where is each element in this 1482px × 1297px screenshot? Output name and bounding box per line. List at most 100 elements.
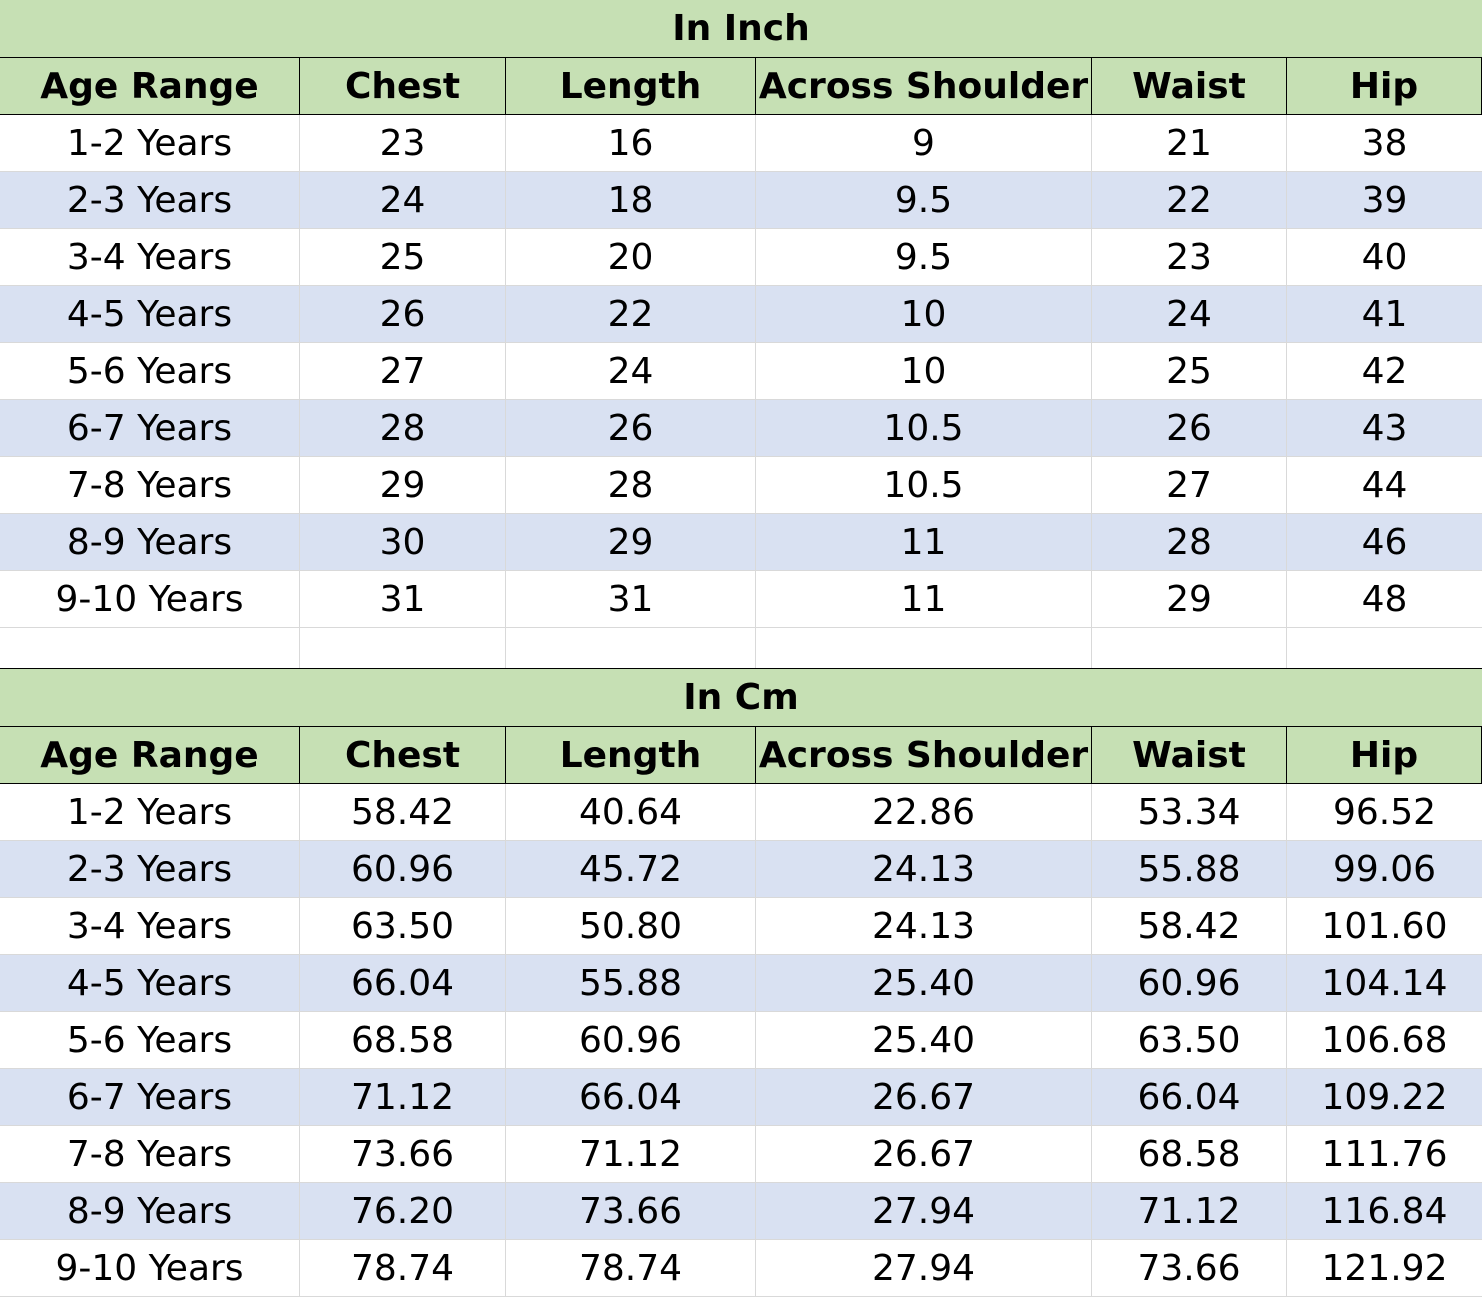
cell-hip: 43 xyxy=(1361,407,1408,449)
cell-hip: 111.76 xyxy=(1321,1133,1448,1175)
cell-age-range: 7-8 Years xyxy=(0,457,300,513)
column-header-hip: Hip xyxy=(1287,727,1482,783)
empty-cell xyxy=(0,628,300,668)
empty-cell xyxy=(1287,628,1482,668)
cell-length: 20 xyxy=(506,229,756,285)
cell-waist: 63.50 xyxy=(1092,1012,1287,1068)
column-header-hip: Hip xyxy=(1287,58,1482,114)
cell-across-shoulder: 25.40 xyxy=(756,955,1092,1011)
table-row: 2-3 Years 24 18 9.5 22 39 xyxy=(0,172,1482,229)
cell-length: 16 xyxy=(506,115,756,171)
cell-age-range: 2-3 Years xyxy=(0,172,300,228)
column-header-age-range: Age Range xyxy=(0,727,300,783)
empty-cell xyxy=(506,628,756,668)
table-row: 9-10 Years 78.74 78.74 27.94 73.66 121.92 xyxy=(0,1240,1482,1297)
table-row: 8-9 Years 30 29 11 28 46 xyxy=(0,514,1482,571)
cell-chest: 71.12 xyxy=(300,1069,506,1125)
cell-waist: 53.34 xyxy=(1092,784,1287,840)
cell-chest: 27 xyxy=(300,343,506,399)
table-row: 7-8 Years 73.66 71.12 26.67 68.58 111.76 xyxy=(0,1126,1482,1183)
cell-chest: 78.74 xyxy=(300,1240,506,1296)
cell-hip: 48 xyxy=(1361,578,1408,620)
cell-length: 73.66 xyxy=(506,1183,756,1239)
column-header-waist: Waist xyxy=(1092,727,1287,783)
cell-hip: 121.92 xyxy=(1321,1247,1448,1289)
column-header-age-range: Age Range xyxy=(0,58,300,114)
cell-age-range: 1-2 Years xyxy=(0,784,300,840)
table-row: 9-10 Years 31 31 11 29 48 xyxy=(0,571,1482,628)
cell-waist: 68.58 xyxy=(1092,1126,1287,1182)
cell-length: 60.96 xyxy=(506,1012,756,1068)
cell-across-shoulder: 24.13 xyxy=(756,898,1092,954)
table-row: 8-9 Years 76.20 73.66 27.94 71.12 116.84 xyxy=(0,1183,1482,1240)
cell-age-range: 1-2 Years xyxy=(0,115,300,171)
cell-chest: 63.50 xyxy=(300,898,506,954)
table-row: 1-2 Years 58.42 40.64 22.86 53.34 96.52 xyxy=(0,784,1482,841)
cell-length: 40.64 xyxy=(506,784,756,840)
cell-length: 26 xyxy=(506,400,756,456)
cell-chest: 30 xyxy=(300,514,506,570)
cell-waist: 55.88 xyxy=(1092,841,1287,897)
cell-age-range: 5-6 Years xyxy=(0,1012,300,1068)
table-row: 3-4 Years 25 20 9.5 23 40 xyxy=(0,229,1482,286)
cell-across-shoulder: 9.5 xyxy=(756,172,1092,228)
inch-table-header-row: Age Range Chest Length Across Shoulder W… xyxy=(0,58,1482,115)
cell-waist: 26 xyxy=(1092,400,1287,456)
cell-length: 45.72 xyxy=(506,841,756,897)
empty-cell xyxy=(300,628,506,668)
cell-waist: 22 xyxy=(1092,172,1287,228)
cell-across-shoulder: 10.5 xyxy=(756,457,1092,513)
cell-age-range: 6-7 Years xyxy=(0,1069,300,1125)
table-row: 6-7 Years 28 26 10.5 26 43 xyxy=(0,400,1482,457)
cm-size-table: In Cm Age Range Chest Length Across Shou… xyxy=(0,669,1482,1297)
cell-waist: 66.04 xyxy=(1092,1069,1287,1125)
column-header-chest: Chest xyxy=(300,58,506,114)
cell-age-range: 6-7 Years xyxy=(0,400,300,456)
cell-waist: 28 xyxy=(1092,514,1287,570)
column-header-across-shoulder: Across Shoulder xyxy=(756,727,1092,783)
cell-age-range: 9-10 Years xyxy=(0,571,300,627)
cell-age-range: 7-8 Years xyxy=(0,1126,300,1182)
cell-chest: 68.58 xyxy=(300,1012,506,1068)
cell-hip: 40 xyxy=(1361,236,1408,278)
table-row: 4-5 Years 66.04 55.88 25.40 60.96 104.14 xyxy=(0,955,1482,1012)
table-row: 3-4 Years 63.50 50.80 24.13 58.42 101.60 xyxy=(0,898,1482,955)
cell-across-shoulder: 22.86 xyxy=(756,784,1092,840)
cell-chest: 31 xyxy=(300,571,506,627)
cell-age-range: 4-5 Years xyxy=(0,955,300,1011)
cell-waist: 58.42 xyxy=(1092,898,1287,954)
table-row: 1-2 Years 23 16 9 21 38 xyxy=(0,115,1482,172)
empty-cell xyxy=(756,628,1092,668)
inch-table-body: 1-2 Years 23 16 9 21 38 2-3 Years 24 18 9.5 22 39 3-… xyxy=(0,115,1482,628)
cell-hip: 99.06 xyxy=(1332,848,1437,890)
cell-hip: 104.14 xyxy=(1321,962,1448,1004)
cell-length: 18 xyxy=(506,172,756,228)
cell-waist: 21 xyxy=(1092,115,1287,171)
cell-chest: 24 xyxy=(300,172,506,228)
cell-hip: 109.22 xyxy=(1321,1076,1448,1118)
cell-across-shoulder: 11 xyxy=(756,571,1092,627)
table-row: 2-3 Years 60.96 45.72 24.13 55.88 99.06 xyxy=(0,841,1482,898)
cell-length: 29 xyxy=(506,514,756,570)
cell-age-range: 2-3 Years xyxy=(0,841,300,897)
cell-hip: 41 xyxy=(1361,293,1408,335)
cell-age-range: 9-10 Years xyxy=(0,1240,300,1296)
empty-spacer-row xyxy=(0,628,1482,669)
cell-across-shoulder: 25.40 xyxy=(756,1012,1092,1068)
column-header-waist: Waist xyxy=(1092,58,1287,114)
column-header-across-shoulder: Across Shoulder xyxy=(756,58,1092,114)
cell-hip: 39 xyxy=(1361,179,1408,221)
cell-length: 50.80 xyxy=(506,898,756,954)
cell-age-range: 8-9 Years xyxy=(0,1183,300,1239)
cell-across-shoulder: 27.94 xyxy=(756,1183,1092,1239)
table-row: 5-6 Years 27 24 10 25 42 xyxy=(0,343,1482,400)
cell-age-range: 8-9 Years xyxy=(0,514,300,570)
cell-waist: 29 xyxy=(1092,571,1287,627)
cell-across-shoulder: 9.5 xyxy=(756,229,1092,285)
cell-across-shoulder: 9 xyxy=(756,115,1092,171)
empty-cell xyxy=(1092,628,1287,668)
cell-chest: 29 xyxy=(300,457,506,513)
cell-waist: 24 xyxy=(1092,286,1287,342)
table-row: 6-7 Years 71.12 66.04 26.67 66.04 109.22 xyxy=(0,1069,1482,1126)
